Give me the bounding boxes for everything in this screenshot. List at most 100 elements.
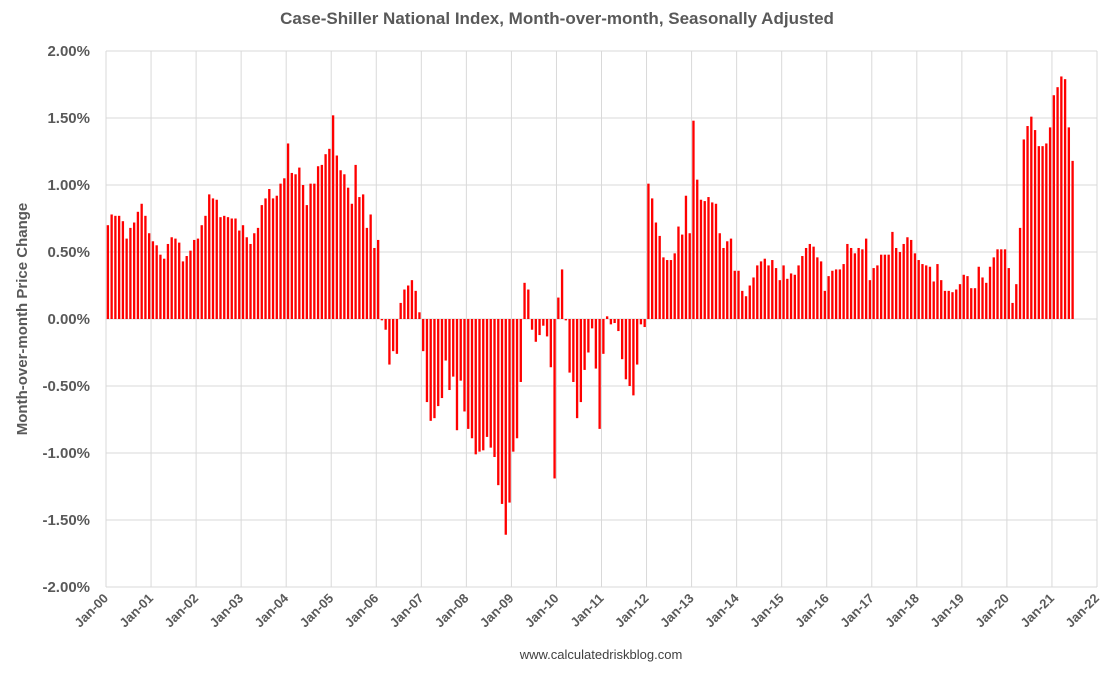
bar	[692, 120, 695, 320]
bar	[328, 148, 331, 319]
bar	[249, 243, 252, 319]
bar	[429, 319, 432, 421]
chart-title: Case-Shiller National Index, Month-over-…	[280, 9, 834, 28]
bar	[966, 276, 969, 319]
bar	[140, 203, 143, 319]
bar	[617, 319, 620, 332]
bar	[801, 256, 804, 319]
bar	[763, 258, 766, 319]
bar	[452, 319, 455, 377]
bar	[876, 265, 879, 319]
bar	[842, 264, 845, 319]
bar	[913, 253, 917, 319]
bar	[463, 319, 466, 412]
bar	[947, 290, 950, 319]
bar	[985, 282, 988, 319]
bar	[245, 237, 248, 319]
bar	[467, 319, 470, 429]
bar	[838, 269, 842, 319]
bar	[579, 319, 583, 403]
bar	[857, 247, 860, 319]
bar	[590, 319, 594, 329]
bar	[921, 264, 924, 319]
bar	[361, 194, 365, 319]
bar	[200, 225, 203, 319]
bar	[1015, 284, 1018, 319]
bar	[1007, 268, 1010, 319]
bar	[313, 183, 316, 319]
source-note: www.calculatedriskblog.com	[519, 647, 683, 662]
bar	[309, 183, 312, 319]
bar	[782, 265, 785, 319]
bar	[1060, 76, 1063, 320]
bar	[891, 231, 894, 319]
bar	[632, 319, 635, 396]
bar	[365, 227, 369, 319]
x-tick-label: Jan-11	[567, 591, 606, 630]
bar	[1000, 249, 1003, 319]
bar	[193, 239, 196, 319]
bar	[823, 290, 827, 319]
bar	[722, 247, 725, 319]
bar	[538, 319, 541, 336]
bar	[831, 270, 834, 319]
bar	[376, 239, 380, 319]
bar	[943, 290, 947, 319]
bar	[1063, 79, 1067, 319]
bar	[407, 285, 410, 319]
bar	[651, 198, 654, 319]
y-tick-label: -1.50%	[42, 512, 90, 529]
y-tick-label: 0.50%	[47, 244, 90, 261]
bar	[789, 273, 793, 319]
bar	[129, 227, 132, 319]
bar	[395, 319, 399, 354]
bar	[542, 319, 545, 326]
bar	[662, 257, 665, 319]
bar	[602, 319, 605, 354]
bar	[718, 233, 721, 319]
bar	[290, 172, 293, 319]
bar	[121, 221, 125, 319]
bar	[440, 319, 444, 399]
bar	[185, 256, 188, 319]
bar	[339, 170, 342, 319]
bar	[1022, 139, 1025, 319]
bar	[166, 243, 170, 319]
x-tick-label: Jan-01	[116, 591, 156, 631]
x-tick-label: Jan-18	[882, 591, 922, 631]
bar	[726, 241, 729, 319]
bar	[320, 164, 324, 319]
bar	[414, 290, 417, 319]
y-tick-label: -2.00%	[42, 579, 90, 596]
bar	[226, 217, 230, 319]
bar	[812, 246, 815, 319]
bar	[380, 319, 384, 321]
bar	[958, 284, 962, 319]
bar	[673, 253, 676, 319]
bar	[834, 269, 838, 319]
bar	[316, 166, 320, 319]
bar	[816, 257, 819, 319]
bar	[973, 288, 977, 319]
bar	[545, 319, 549, 337]
x-tick-label: Jan-07	[387, 591, 427, 631]
bar	[748, 285, 751, 319]
bar	[211, 198, 215, 319]
bar	[189, 250, 192, 319]
bar	[519, 319, 522, 382]
bar	[774, 268, 778, 319]
bar	[797, 265, 800, 319]
bar	[174, 238, 177, 319]
bar	[403, 289, 406, 319]
bar	[658, 235, 661, 319]
y-tick-label: -0.50%	[42, 378, 90, 395]
bar	[861, 249, 864, 319]
x-tick-label: Jan-20	[972, 591, 1012, 631]
bar	[170, 237, 173, 319]
x-tick-label: Jan-00	[71, 591, 111, 631]
bar	[879, 254, 883, 319]
bar	[962, 274, 965, 319]
bar	[478, 319, 481, 452]
bar	[895, 247, 898, 319]
